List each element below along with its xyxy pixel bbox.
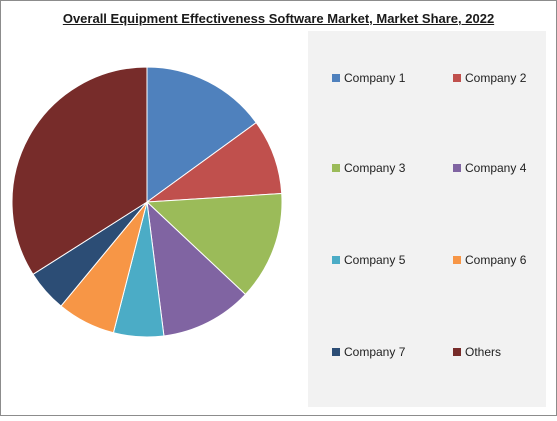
pie-slice-others [11,66,148,276]
pie-slice-company-3 [145,192,283,296]
legend-label: Others [465,345,502,359]
legend-swatch [332,256,340,264]
pie-slice-company-4 [146,200,247,337]
legend-label: Company 1 [344,71,406,85]
legend-label: Company 7 [344,345,406,359]
legend-swatch [453,164,461,172]
legend-item-company-3: Company 3 [332,161,405,175]
legend-label: Company 4 [465,161,527,175]
chart-title: Overall Equipment Effectiveness Software… [62,11,495,26]
legend-item-company-2: Company 2 [453,71,526,85]
legend-swatch [332,164,340,172]
legend-item-company-6: Company 6 [453,253,526,267]
legend-label: Company 2 [465,71,527,85]
legend-item-company-4: Company 4 [453,161,526,175]
legend-swatch [453,348,461,356]
pie-slice-company-1 [146,66,257,203]
legend-label: Company 3 [344,161,406,175]
legend-item-company-5: Company 5 [332,253,405,267]
legend-item-company-7: Company 7 [332,345,405,359]
legend: Company 1 Company 2 Company 3 Company 4 Comp… [308,31,546,407]
legend-swatch [332,348,340,356]
legend-swatch [453,74,461,82]
legend-swatch [453,256,461,264]
legend-item-company-1: Company 1 [332,71,405,85]
legend-label: Company 5 [344,253,406,267]
legend-label: Company 6 [465,253,527,267]
legend-item-others: Others [453,345,501,359]
legend-swatch [332,74,340,82]
